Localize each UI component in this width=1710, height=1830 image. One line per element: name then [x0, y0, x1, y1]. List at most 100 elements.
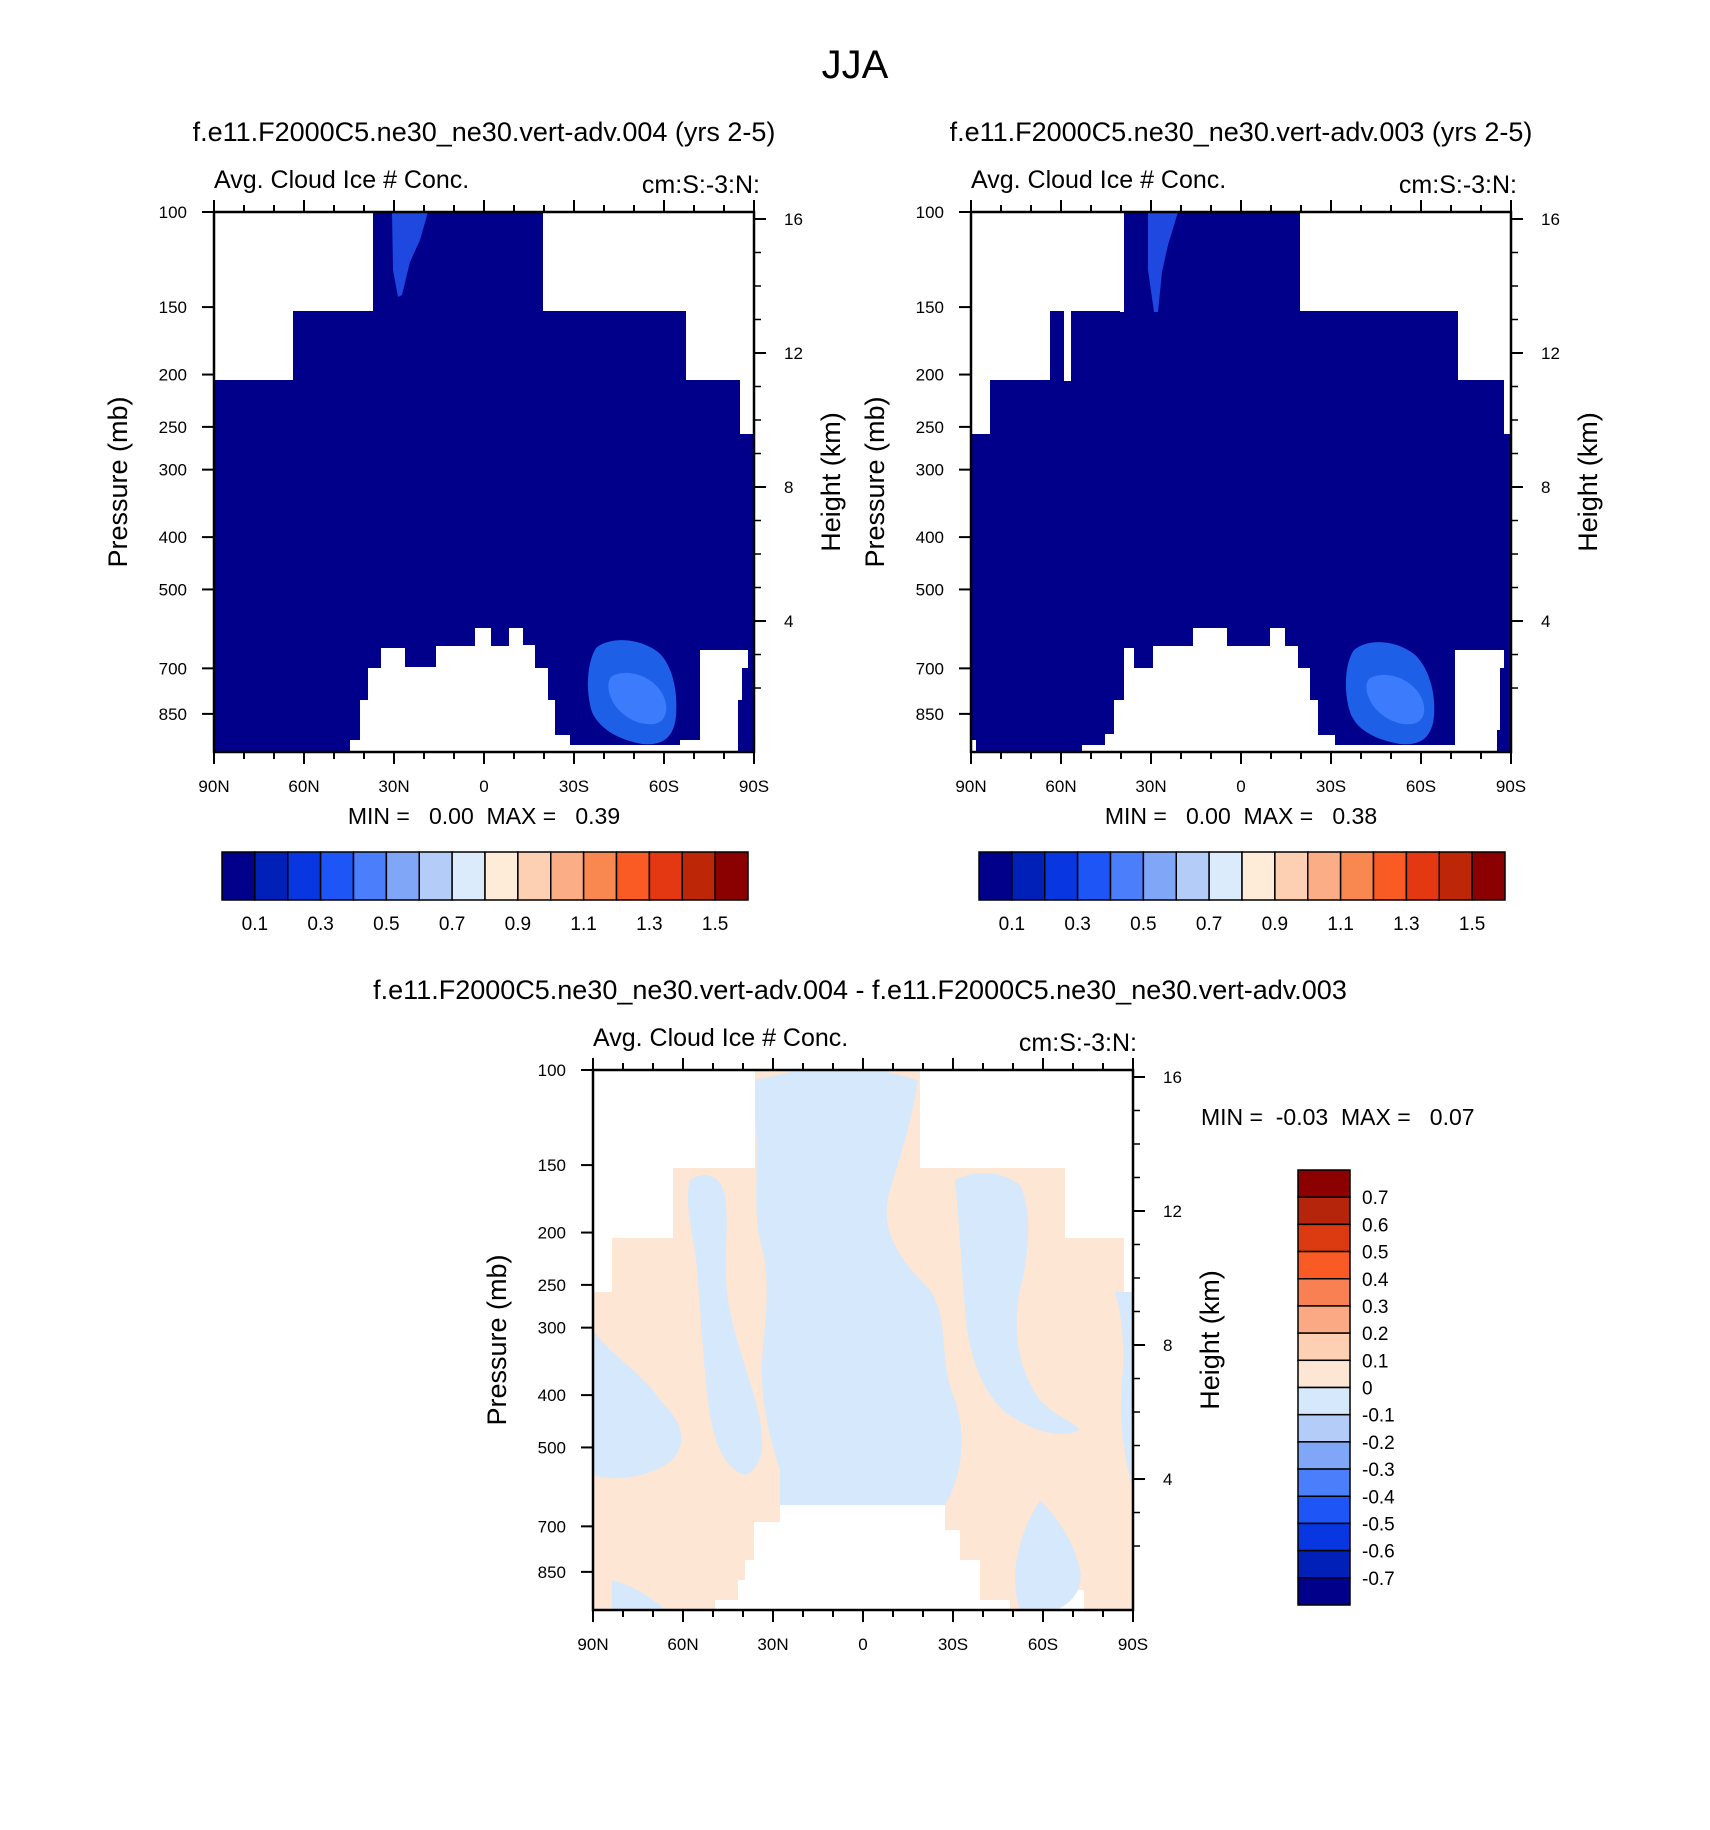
colorbar-swatch: [1297, 1577, 1351, 1606]
colorbar-swatch: [385, 851, 420, 901]
colorbar-swatch: [1175, 851, 1210, 901]
panel-diff-ylabel: Pressure (mb): [482, 1254, 512, 1425]
x-tick-label: 90S: [1118, 1635, 1148, 1654]
y-tick-label: 400: [538, 1386, 566, 1405]
panel-2-variable-label: Avg. Cloud Ice # Conc.: [971, 166, 1226, 194]
panel-2-ylabel: Pressure (mb): [860, 396, 890, 567]
colorbar-swatch: [648, 851, 683, 901]
y-tick-label: 850: [538, 1563, 566, 1582]
colorbar-label: 0.7: [1362, 1188, 1388, 1209]
colorbar-swatch: [615, 851, 651, 901]
panel-1-min-max: MIN = 0.00 MAX = 0.39: [348, 803, 620, 829]
colorbar-label: -0.5: [1362, 1514, 1395, 1535]
x-tick-label: 90N: [955, 777, 986, 796]
colorbar-swatch: [582, 851, 618, 901]
y-tick-label: 400: [159, 528, 187, 547]
panel-diff-negative-5: [1015, 1500, 1081, 1610]
colorbar-label: 0.5: [1130, 914, 1156, 935]
colorbar-label: -0.2: [1362, 1433, 1395, 1454]
colorbar-swatch: [1339, 851, 1375, 901]
panel-diff-negative-2: [755, 1070, 962, 1505]
colorbar-swatch: [1297, 1332, 1351, 1362]
y-tick-right-label: 4: [1541, 612, 1550, 631]
panel-2-ylabel-right: Height (km): [1573, 412, 1603, 552]
panel-diff-title: f.e11.F2000C5.ne30_ne30.vert-adv.004 - f…: [373, 975, 1347, 1005]
colorbar-swatch: [1405, 851, 1440, 901]
colorbar-swatch: [254, 851, 289, 901]
colorbar-swatch: [1142, 851, 1177, 901]
colorbar-label: 0.7: [439, 914, 465, 935]
colorbar-label: -0.7: [1362, 1569, 1395, 1590]
y-tick-label: 500: [538, 1438, 566, 1457]
figure-title: JJA: [822, 43, 889, 87]
colorbar-label: 0.9: [505, 914, 531, 935]
colorbar-swatch: [1109, 851, 1145, 901]
colorbar-swatch: [484, 851, 519, 901]
colorbar-label: 1.1: [570, 914, 596, 935]
colorbar-swatch: [1297, 1305, 1351, 1334]
colorbar-label: 1.3: [636, 914, 662, 935]
panel-2-gap-1: [1120, 212, 1124, 312]
colorbar-label: -0.1: [1362, 1406, 1395, 1427]
colorbar-swatch: [517, 851, 552, 901]
y-tick-label: 850: [916, 705, 944, 724]
colorbar-swatch: [1274, 851, 1309, 901]
y-tick-label: 700: [159, 659, 187, 678]
y-tick-label: 850: [159, 705, 187, 724]
y-tick-label: 700: [538, 1517, 566, 1536]
colorbar-swatch: [1011, 851, 1046, 901]
y-tick-label: 150: [538, 1156, 566, 1175]
colorbar-swatch: [1307, 851, 1342, 901]
colorbar-swatch: [1297, 1169, 1351, 1198]
panel-2-colorbar: 0.1 0.3 0.5 0.7 0.9 1.1 1.3 1.5: [978, 851, 1506, 935]
y-tick-label: 400: [916, 528, 944, 547]
x-tick-label: 90S: [739, 777, 769, 796]
colorbar-label: 0: [1362, 1379, 1373, 1400]
x-tick-label: 0: [858, 1635, 867, 1654]
colorbar-label: 0.5: [1362, 1243, 1388, 1264]
y-tick-label: 150: [159, 298, 187, 317]
colorbar-label: 0.6: [1362, 1215, 1388, 1236]
panel-diff-axes: 90N 60N 30N 0 30S 60S 90S 100 150 200 250 300 400 500…: [538, 1058, 1182, 1654]
y-tick-label: 300: [916, 461, 944, 480]
x-tick-label: 30S: [559, 777, 589, 796]
y-tick-label: 500: [159, 580, 187, 599]
colorbar-swatch: [1297, 1468, 1351, 1497]
x-tick-label: 60S: [1406, 777, 1436, 796]
y-tick-right-label: 8: [1541, 478, 1550, 497]
colorbar-label: 0.3: [1064, 914, 1090, 935]
colorbar-label: 1.5: [1459, 914, 1485, 935]
panel-2-upper-lobe: [1148, 212, 1178, 312]
panel-1-ylabel-right: Height (km): [816, 412, 846, 552]
y-tick-right-label: 8: [1163, 1336, 1172, 1355]
y-tick-right-label: 16: [1163, 1068, 1182, 1087]
colorbar-swatch: [451, 851, 486, 901]
panel-1-upper-lobe: [392, 212, 428, 297]
colorbar-label: 0.7: [1196, 914, 1222, 935]
y-tick-label: 500: [916, 580, 944, 599]
panel-2-title: f.e11.F2000C5.ne30_ne30.vert-adv.003 (yr…: [950, 117, 1533, 147]
panel-2: f.e11.F2000C5.ne30_ne30.vert-adv.003 (yr…: [860, 117, 1603, 935]
x-tick-label: 60S: [1028, 1635, 1058, 1654]
panel-1-field: [214, 212, 754, 752]
y-tick-label: 250: [538, 1276, 566, 1295]
y-tick-label: 700: [916, 659, 944, 678]
panel-2-gap-2: [1064, 311, 1071, 381]
colorbar-swatch: [1297, 1441, 1351, 1470]
colorbar-swatch: [1297, 1522, 1351, 1552]
colorbar-label: 0.5: [373, 914, 399, 935]
x-tick-label: 30N: [757, 1635, 788, 1654]
colorbar-swatch: [714, 851, 749, 901]
colorbar-label: 1.3: [1393, 914, 1419, 935]
y-tick-label: 100: [159, 203, 187, 222]
panel-diff-negative-6: [612, 1580, 665, 1610]
panel-1-ylabel: Pressure (mb): [103, 396, 133, 567]
x-tick-label: 90N: [198, 777, 229, 796]
colorbar-label: -0.6: [1362, 1542, 1395, 1563]
colorbar-label: 0.1: [999, 914, 1025, 935]
panel-2-axes: 90N 60N 30N 0 30S 60S 90S 100 150 200 250 300 400 500…: [916, 200, 1560, 796]
panel-2-units-label: cm:S:-3:N:: [1399, 171, 1517, 199]
panel-2-gap-4: [1280, 646, 1285, 668]
x-tick-label: 60N: [667, 1635, 698, 1654]
